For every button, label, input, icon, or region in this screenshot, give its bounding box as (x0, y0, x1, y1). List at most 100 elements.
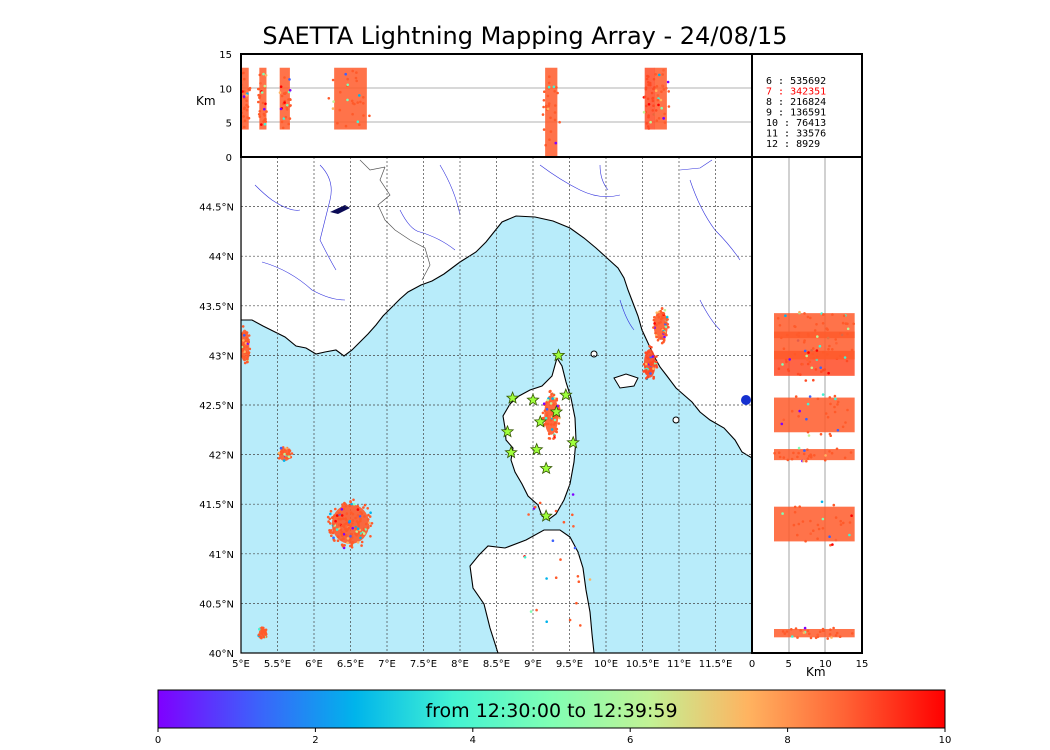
lightning-source (662, 337, 665, 341)
lightning-source (663, 112, 666, 116)
lightning-source (349, 535, 352, 538)
lightning-source (660, 106, 663, 110)
lightning-source (792, 523, 796, 527)
lightning-source (836, 403, 839, 406)
lightning-source (821, 393, 825, 396)
lightning-source (264, 102, 267, 106)
lightning-source (805, 354, 808, 358)
lightning-source (260, 631, 264, 635)
lightning-source (568, 618, 572, 622)
lightning-source (545, 412, 549, 415)
lightning-source (360, 544, 363, 547)
lightning-source (822, 368, 825, 372)
lightning-source (544, 143, 547, 147)
lightning-source (355, 534, 358, 537)
lon-tick-label: 10.5°E (626, 659, 660, 670)
lightning-source (545, 104, 548, 108)
altitude-tick-label: 5 (226, 119, 232, 130)
lightning-source (260, 636, 263, 640)
lightning-source (346, 541, 349, 545)
lightning-source (282, 459, 286, 462)
lightning-source (354, 516, 357, 520)
lightning-source (833, 405, 836, 409)
lightning-source (836, 428, 840, 432)
lightning-source (263, 114, 266, 117)
side-marker (741, 395, 751, 405)
lightning-source (562, 520, 566, 524)
lightning-source (661, 84, 664, 87)
lightning-source (656, 98, 660, 102)
lightning-source (796, 372, 800, 376)
side-tick-label: 15 (856, 659, 869, 670)
station-star-icon (500, 424, 515, 438)
lightning-source (352, 498, 355, 502)
lon-tick-label: 9°E (524, 659, 542, 670)
lightning-source (343, 502, 347, 506)
lon-tick-label: 8.5°E (483, 659, 510, 670)
lightning-source (262, 635, 266, 639)
lightning-source (241, 332, 244, 335)
lightning-source (651, 355, 655, 358)
lon-tick-label: 7.5°E (410, 659, 437, 670)
lightning-source (781, 630, 785, 633)
lightning-source (815, 349, 819, 352)
lightning-source (664, 321, 667, 324)
lightning-source (538, 501, 542, 505)
lightning-source (552, 85, 556, 89)
lightning-source (826, 415, 830, 419)
lightning-source (813, 454, 816, 457)
lightning-source (546, 94, 550, 98)
colorbar-tick-label: 2 (312, 735, 318, 746)
lightning-source (542, 105, 545, 109)
lightning-source (828, 535, 831, 538)
mainland-land (241, 157, 752, 459)
lightning-source (816, 397, 820, 401)
lightning-sources-map (241, 307, 670, 640)
lightning-source (843, 456, 847, 460)
lightning-source (829, 628, 832, 631)
lightning-source (824, 454, 827, 457)
lightning-source (261, 101, 265, 105)
lightning-source (833, 410, 837, 414)
lightning-source (653, 316, 656, 319)
lightning-source (332, 100, 335, 103)
lightning-source (351, 519, 355, 522)
lightning-source (553, 396, 556, 400)
lightning-source (843, 356, 847, 359)
lightning-source (247, 116, 251, 120)
lightning-source (667, 105, 671, 108)
lightning-source (345, 512, 349, 515)
lightning-source (803, 626, 807, 630)
lightning-source (549, 116, 552, 120)
lightning-source (290, 452, 294, 455)
lightning-source (287, 122, 291, 126)
lightning-source (816, 355, 819, 359)
lightning-source (780, 422, 784, 426)
lightning-source (660, 315, 664, 319)
lightning-source (659, 336, 663, 340)
lightning-source (262, 72, 265, 76)
lightning-source (648, 361, 652, 365)
lightning-source (356, 120, 360, 123)
lightning-source (247, 338, 250, 342)
lat-tick-label: 40.5°N (199, 599, 234, 610)
lightning-source (352, 503, 356, 506)
lon-tick-label: 6°E (305, 659, 323, 670)
lightning-source (845, 359, 849, 363)
lightning-source (793, 510, 797, 514)
lightning-source (655, 364, 658, 367)
lightning-source (258, 73, 262, 77)
lightning-source (527, 513, 530, 516)
lightning-source (786, 458, 790, 462)
lightning-source (655, 323, 658, 327)
lightning-source (782, 347, 786, 351)
lightning-source (821, 322, 825, 325)
lightning-source (655, 311, 659, 315)
lightning-source (553, 90, 556, 93)
lightning-source (828, 633, 832, 636)
lightning-source (647, 103, 651, 106)
lightning-source (653, 86, 656, 89)
lightning-source (821, 517, 825, 521)
lightning-source (812, 529, 815, 532)
lightning-source (248, 88, 251, 92)
